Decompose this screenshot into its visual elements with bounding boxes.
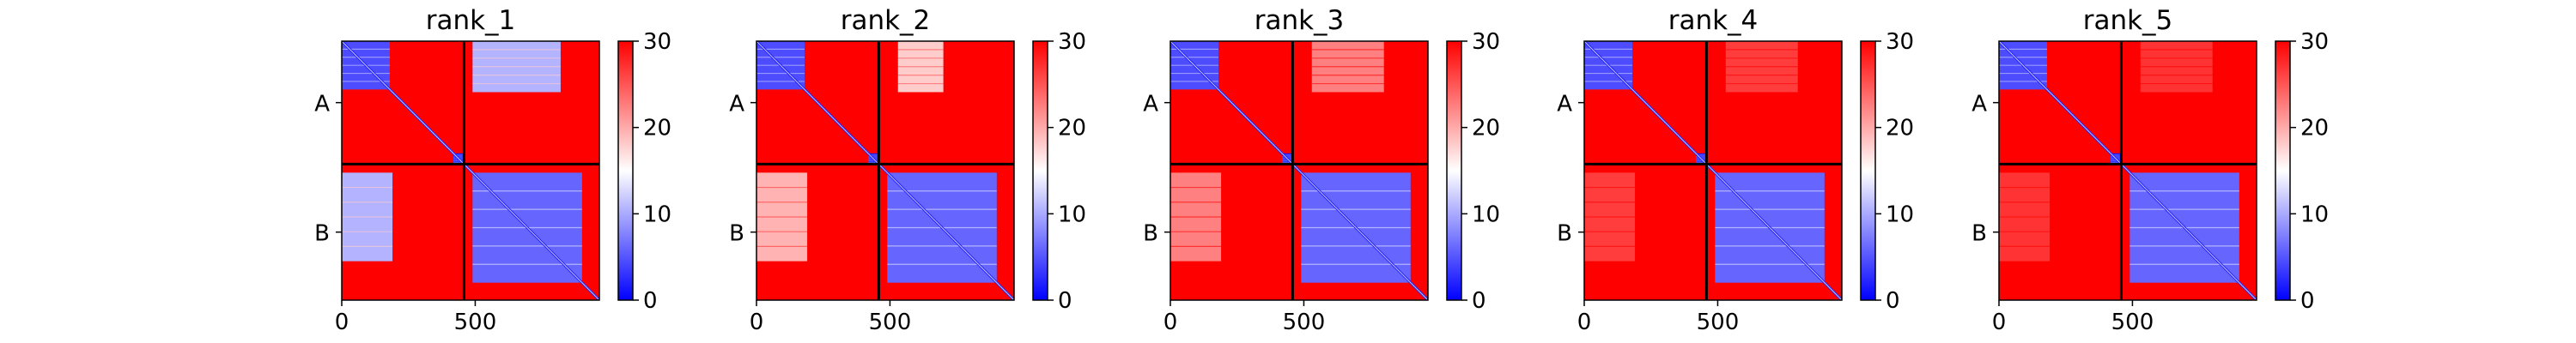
heatmap-diagonal-core [1999, 41, 2257, 300]
y-tick-label: A [314, 92, 330, 117]
panel-title: rank_1 [426, 5, 516, 36]
colorbar-tick-label: 0 [643, 288, 658, 314]
y-tick-label: B [1557, 221, 1572, 247]
x-tick-label: 500 [869, 310, 912, 335]
heatmap-diagonal-core [1170, 41, 1428, 300]
panel-title: rank_4 [1668, 5, 1759, 36]
colorbar-tick-label: 30 [643, 29, 671, 55]
colorbar-tick-label: 10 [1886, 202, 1914, 227]
panel-title: rank_5 [2083, 5, 2173, 36]
colorbar-tick-label: 10 [1058, 202, 1086, 227]
colorbar-tick-label: 20 [1058, 116, 1086, 141]
panel-1: rank_1 A B 0 500 0 10 20 30 [314, 5, 671, 335]
x-tick-label: 0 [1163, 310, 1178, 335]
colorbar-tick-label: 20 [1886, 116, 1914, 141]
colorbar [2275, 40, 2291, 301]
panel-2: rank_2 A B 0 500 0 10 20 30 [729, 5, 1086, 335]
y-tick-label: B [1971, 221, 1987, 247]
colorbar-tick-label: 0 [1472, 288, 1486, 314]
heatmap [1170, 41, 1428, 300]
y-tick-label: B [729, 221, 744, 247]
x-tick-label: 500 [2111, 310, 2154, 335]
colorbar [1446, 40, 1462, 301]
colorbar [617, 40, 634, 301]
colorbar-tick-label: 30 [1886, 29, 1914, 55]
x-tick-label: 500 [1697, 310, 1740, 335]
panel-title: rank_2 [841, 5, 931, 36]
x-tick-label: 500 [1283, 310, 1326, 335]
plot-frame [1998, 40, 2257, 301]
heatmap-diagonal-core [342, 41, 599, 300]
heatmap [756, 41, 1014, 300]
heatmap [1584, 41, 1842, 300]
y-tick-label: B [314, 221, 330, 247]
heatmap-diagonal-core [756, 41, 1014, 300]
colorbar-tick-label: 20 [2300, 116, 2329, 141]
colorbar [1860, 40, 1876, 301]
panel-3: rank_3 A B 0 500 0 10 20 30 [1143, 5, 1500, 335]
y-tick-label: A [1143, 92, 1158, 117]
y-tick-label: A [729, 92, 744, 117]
panel-5: rank_5 A B 0 500 0 10 20 30 [1971, 5, 2329, 335]
colorbar-tick-label: 0 [1058, 288, 1072, 314]
panel-title: rank_3 [1255, 5, 1345, 36]
x-tick-label: 0 [1577, 310, 1592, 335]
plot-frame [1583, 40, 1843, 301]
colorbar-tick-label: 10 [2300, 202, 2329, 227]
plot-frame [756, 40, 1015, 301]
x-tick-label: 0 [750, 310, 764, 335]
heatmap [1999, 41, 2257, 300]
colorbar-tick-label: 30 [2300, 29, 2329, 55]
plot-frame [1170, 40, 1429, 301]
colorbar-tick-label: 10 [643, 202, 671, 227]
x-tick-label: 0 [335, 310, 349, 335]
colorbar-tick-label: 30 [1058, 29, 1086, 55]
colorbar-tick-label: 0 [1886, 288, 1900, 314]
panel-4: rank_4 A B 0 500 0 10 20 30 [1557, 5, 1914, 335]
colorbar-tick-label: 20 [643, 116, 671, 141]
y-tick-label: A [1971, 92, 1987, 117]
colorbar-tick-label: 30 [1472, 29, 1500, 55]
colorbar-tick-label: 10 [1472, 202, 1500, 227]
heatmap [342, 41, 599, 300]
y-tick-label: A [1557, 92, 1572, 117]
heatmap-diagonal-core [1584, 41, 1842, 300]
colorbar-tick-label: 20 [1472, 116, 1500, 141]
x-tick-label: 0 [1992, 310, 2007, 335]
colorbar [1032, 40, 1048, 301]
x-tick-label: 500 [454, 310, 497, 335]
colorbar-tick-label: 0 [2300, 288, 2315, 314]
y-tick-label: B [1143, 221, 1158, 247]
plot-frame [341, 40, 600, 301]
